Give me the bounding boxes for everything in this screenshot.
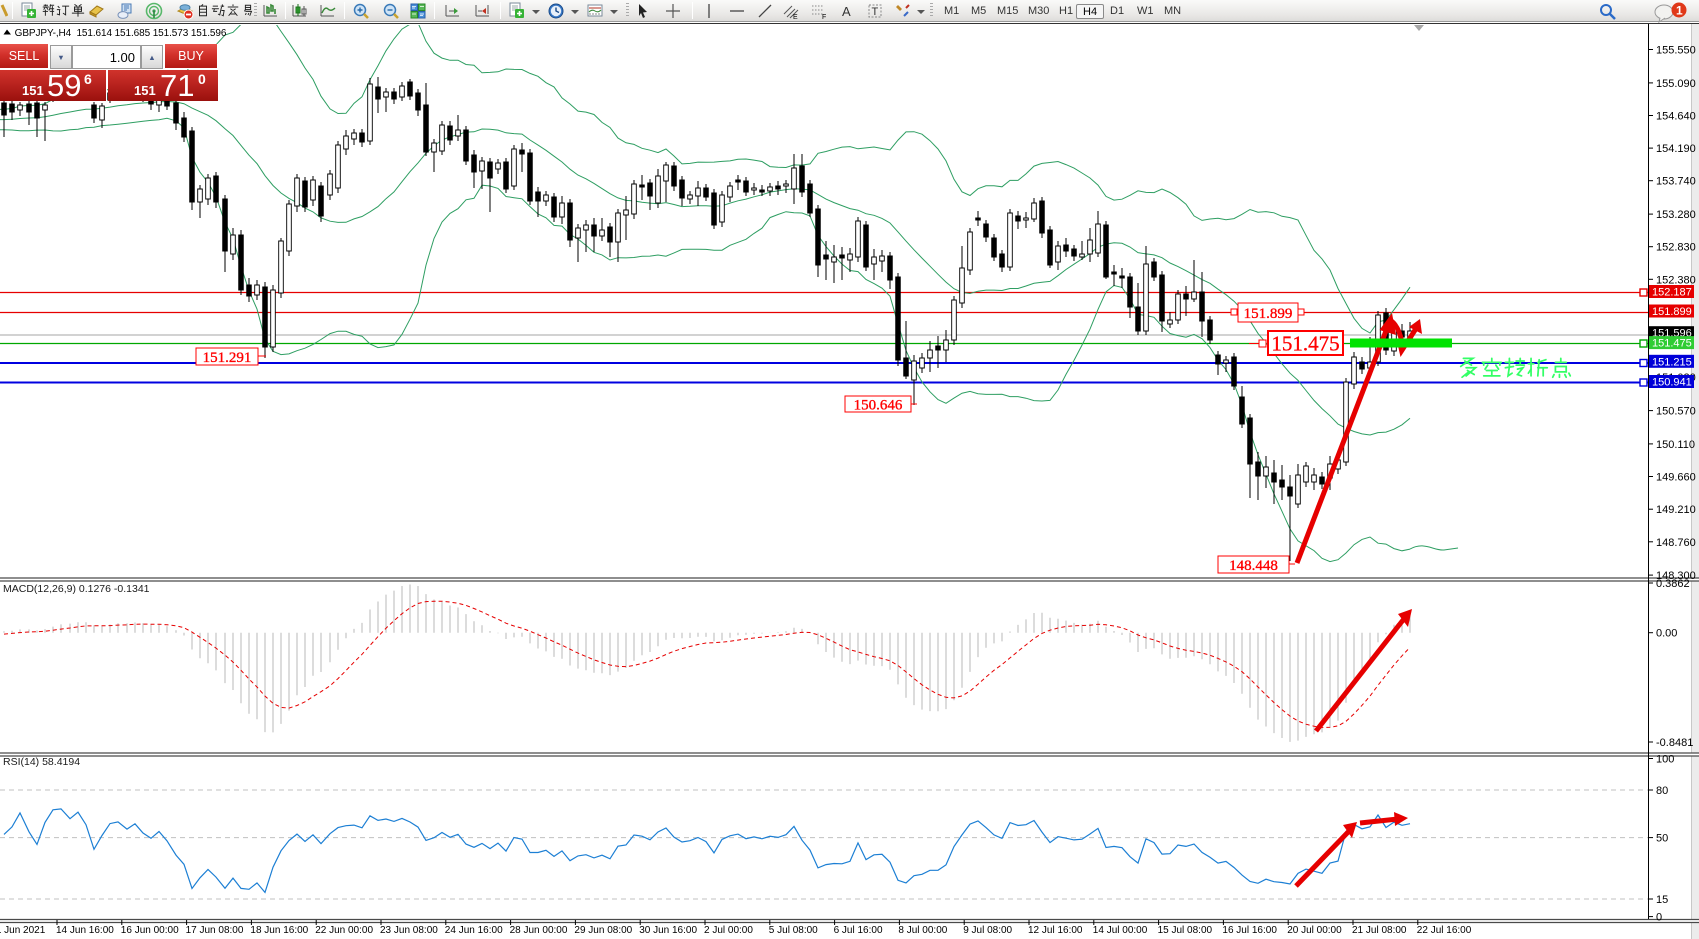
svg-text:152.380: 152.380 — [1656, 274, 1696, 286]
svg-text:17 Jun 08:00: 17 Jun 08:00 — [186, 925, 244, 936]
svg-text:149.660: 149.660 — [1656, 472, 1696, 484]
svg-text:5 Jul 08:00: 5 Jul 08:00 — [769, 925, 818, 936]
svg-text:148.760: 148.760 — [1656, 537, 1696, 549]
svg-text:153.280: 153.280 — [1656, 209, 1696, 221]
svg-text:151.291: 151.291 — [203, 350, 252, 366]
svg-text:MACD(12,26,9) 0.1276 -0.1341: MACD(12,26,9) 0.1276 -0.1341 — [3, 583, 150, 595]
svg-text:RSI(14) 58.4194: RSI(14) 58.4194 — [3, 756, 80, 768]
svg-text:154.640: 154.640 — [1656, 111, 1696, 123]
svg-text:149.210: 149.210 — [1656, 504, 1696, 516]
svg-text:15 Jul 08:00: 15 Jul 08:00 — [1158, 925, 1213, 936]
svg-text:14 Jul 00:00: 14 Jul 00:00 — [1093, 925, 1148, 936]
svg-text:100: 100 — [1656, 754, 1674, 766]
svg-text:2 Jul 00:00: 2 Jul 00:00 — [704, 925, 753, 936]
svg-text:155.550: 155.550 — [1656, 45, 1696, 57]
svg-text:152.830: 152.830 — [1656, 242, 1696, 254]
svg-text:151.899: 151.899 — [1244, 306, 1293, 322]
svg-text:15: 15 — [1656, 894, 1668, 906]
svg-text:154.190: 154.190 — [1656, 143, 1696, 155]
svg-text:150.646: 150.646 — [854, 397, 903, 413]
svg-text:23 Jun 08:00: 23 Jun 08:00 — [380, 925, 438, 936]
svg-text:16 Jul 16:00: 16 Jul 16:00 — [1222, 925, 1277, 936]
svg-text:153.740: 153.740 — [1656, 176, 1696, 188]
svg-text:F: F — [822, 14, 826, 20]
svg-text:16 Jun 00:00: 16 Jun 00:00 — [121, 925, 179, 936]
svg-text:24 Jun 16:00: 24 Jun 16:00 — [445, 925, 503, 936]
svg-text:E: E — [793, 14, 798, 20]
svg-text:151.899: 151.899 — [1652, 306, 1692, 318]
svg-text:9 Jul 08:00: 9 Jul 08:00 — [963, 925, 1012, 936]
svg-text:30 Jun 16:00: 30 Jun 16:00 — [639, 925, 697, 936]
svg-text:152.187: 152.187 — [1652, 287, 1692, 299]
svg-text:1: 1 — [1676, 4, 1683, 18]
svg-text:20 Jul 00:00: 20 Jul 00:00 — [1287, 925, 1342, 936]
svg-text:150.941: 150.941 — [1652, 377, 1692, 389]
svg-text:14 Jun 16:00: 14 Jun 16:00 — [56, 925, 114, 936]
svg-text:22 Jun 00:00: 22 Jun 00:00 — [315, 925, 373, 936]
svg-text:80: 80 — [1656, 785, 1668, 797]
svg-text:151.215: 151.215 — [1652, 356, 1692, 368]
svg-text:150.110: 150.110 — [1656, 439, 1695, 451]
svg-text:29 Jun 08:00: 29 Jun 08:00 — [574, 925, 632, 936]
svg-text:151.475: 151.475 — [1271, 332, 1339, 356]
svg-text:6 Jul 16:00: 6 Jul 16:00 — [834, 925, 883, 936]
svg-text:0.00: 0.00 — [1656, 628, 1677, 640]
svg-text:28 Jun 00:00: 28 Jun 00:00 — [510, 925, 568, 936]
svg-text:A: A — [842, 4, 851, 19]
svg-text:0.3862: 0.3862 — [1656, 578, 1690, 590]
svg-text:18 Jun 16:00: 18 Jun 16:00 — [250, 925, 308, 936]
svg-text:148.448: 148.448 — [1229, 558, 1278, 574]
svg-text:21 Jul 08:00: 21 Jul 08:00 — [1352, 925, 1407, 936]
svg-text:50: 50 — [1656, 833, 1668, 845]
svg-text:155.090: 155.090 — [1656, 78, 1696, 90]
svg-text:148.300: 148.300 — [1656, 570, 1696, 582]
svg-text:22 Jul 16:00: 22 Jul 16:00 — [1417, 925, 1472, 936]
svg-text:151.475: 151.475 — [1652, 338, 1692, 350]
svg-text:11 Jun 2021: 11 Jun 2021 — [0, 925, 46, 936]
svg-text:12 Jul 16:00: 12 Jul 16:00 — [1028, 925, 1083, 936]
svg-text:0: 0 — [1656, 912, 1662, 924]
svg-text:-0.8481: -0.8481 — [1656, 737, 1693, 749]
svg-text:T: T — [872, 6, 879, 18]
svg-text:8 Jul 00:00: 8 Jul 00:00 — [898, 925, 947, 936]
svg-text:150.570: 150.570 — [1656, 406, 1696, 418]
